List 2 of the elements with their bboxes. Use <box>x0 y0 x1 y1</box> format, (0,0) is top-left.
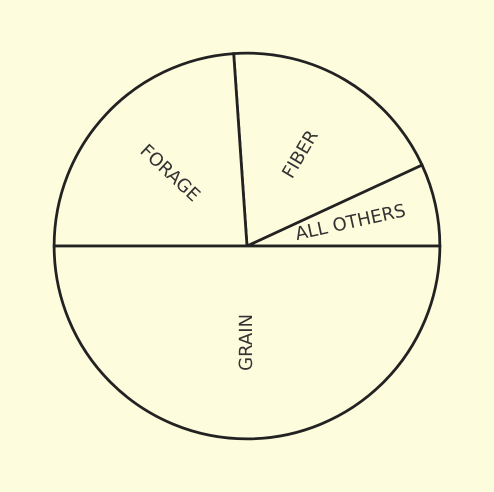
slice-label: GRAIN <box>238 316 252 370</box>
slice-label: ALL OTHERS <box>294 203 406 240</box>
